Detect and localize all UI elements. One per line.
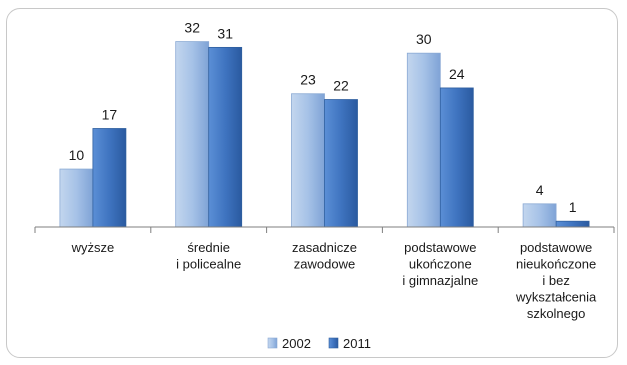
bar-2011-3 — [324, 99, 358, 228]
bar-2002-4 — [406, 52, 441, 228]
bar-2002-1 — [59, 168, 94, 228]
category-label: nieukończone — [516, 257, 596, 272]
value-label-2002-4: 30 — [416, 31, 432, 47]
value-label-2002-3: 23 — [300, 72, 316, 88]
value-label-2002-5: 4 — [536, 182, 544, 198]
category-label: i policealne — [176, 257, 241, 272]
category-label: wykształcenia — [515, 290, 597, 305]
bar-2011-1 — [92, 128, 127, 228]
category-labels: wyższe średnie i policealne zasadnicze zawod… — [71, 240, 597, 321]
legend-label-2011: 2011 — [343, 336, 371, 351]
category-label: szkolnego — [527, 306, 586, 321]
bar-2011-2 — [208, 46, 243, 228]
bar-2002-5 — [522, 203, 557, 228]
bar-2011-5 — [555, 220, 590, 228]
category-label: ukończone — [409, 257, 472, 272]
bar-2002-3 — [291, 93, 325, 228]
x-axis-ticks — [34, 227, 615, 233]
bar-2011-4 — [439, 87, 474, 228]
value-label-2002-2: 32 — [184, 20, 200, 36]
value-labels: 10 17 32 31 23 22 30 24 4 1 — [69, 20, 577, 216]
value-label-2002-1: 10 — [69, 147, 85, 163]
category-label: zasadnicze — [292, 240, 357, 255]
category-label: podstawowe — [404, 240, 476, 255]
value-label-2011-2: 31 — [217, 25, 233, 41]
category-label: podstawowe — [520, 240, 592, 255]
value-label-2011-1: 17 — [102, 107, 118, 123]
category-label: i bez — [542, 273, 569, 288]
value-label-2011-5: 1 — [569, 199, 577, 215]
value-label-2011-3: 22 — [333, 78, 349, 94]
category-label: zawodowe — [294, 257, 355, 272]
category-label: i gimnazjalne — [402, 273, 478, 288]
legend-swatch-2002 — [267, 337, 278, 349]
value-label-2011-4: 24 — [449, 66, 465, 82]
legend-swatch-2011 — [328, 337, 339, 349]
category-label: średnie — [187, 240, 230, 255]
legend: 2002 2011 — [267, 336, 371, 351]
category-label: wyższe — [71, 240, 115, 255]
bar-2002-2 — [175, 41, 210, 228]
bars-layer — [59, 41, 590, 228]
legend-label-2002: 2002 — [282, 336, 311, 351]
